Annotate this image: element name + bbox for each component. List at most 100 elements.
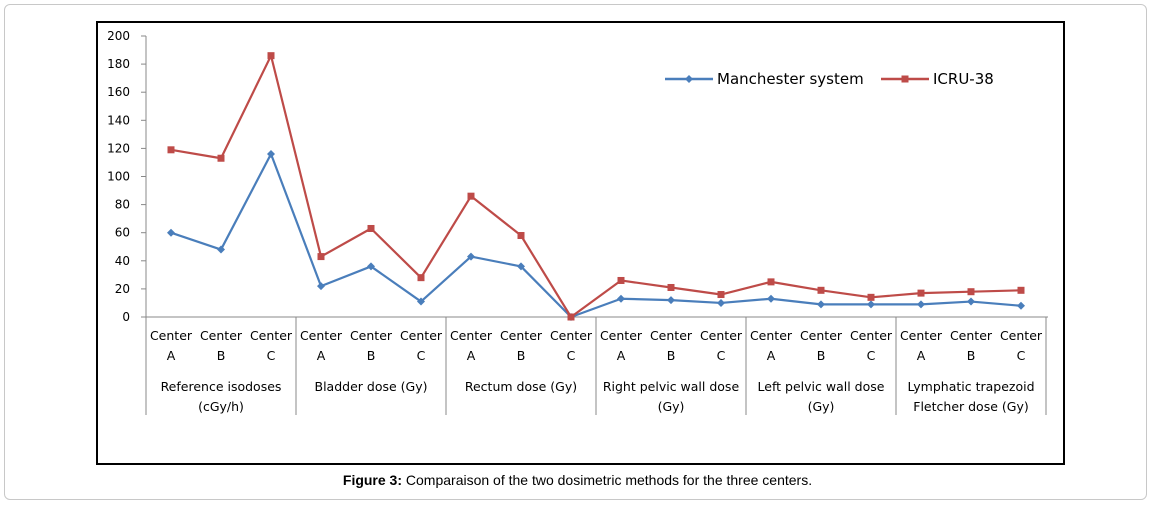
figure-frame (4, 4, 1147, 500)
series-line (170, 152, 1022, 319)
data-point (717, 298, 725, 307)
data-point (567, 313, 575, 321)
x-group-label: Lymphatic trapezoid (907, 379, 1034, 394)
x-group-label: (cGy/h) (198, 399, 244, 414)
x-category-label: C (717, 348, 726, 363)
caption-label: Figure 3: (342, 472, 403, 488)
x-category-label: B (967, 348, 976, 363)
data-point (1017, 301, 1025, 310)
y-tick-label: 160 (107, 85, 130, 99)
data-point (317, 282, 325, 291)
x-group-label: (Gy) (808, 399, 835, 414)
x-category-label: B (817, 348, 826, 363)
data-point (417, 274, 425, 282)
x-category-label: Center (300, 328, 343, 343)
x-category-label: C (417, 348, 426, 363)
x-category-label: C (567, 348, 576, 363)
x-category-label: A (917, 348, 926, 363)
y-tick-label: 120 (107, 141, 130, 155)
data-point (1017, 286, 1025, 294)
data-point (367, 224, 375, 232)
legend-marker (685, 75, 693, 83)
x-category-label: B (667, 348, 676, 363)
x-category-label: Center (750, 328, 793, 343)
data-point (867, 300, 875, 309)
data-point (467, 192, 475, 200)
x-group-label: Rectum dose (Gy) (465, 379, 577, 394)
data-point (667, 283, 675, 291)
y-tick-label: 100 (107, 170, 130, 184)
legend-marker (901, 75, 909, 83)
x-category-label: A (767, 348, 776, 363)
data-point (967, 288, 975, 296)
x-category-label: B (217, 348, 226, 363)
data-point (517, 232, 525, 240)
x-category-label: B (517, 348, 526, 363)
data-point (217, 245, 225, 254)
data-point (917, 289, 925, 297)
x-category-label: Center (500, 328, 543, 343)
data-point (317, 253, 325, 261)
x-category-label: A (467, 348, 476, 363)
x-category-label: A (617, 348, 626, 363)
x-category-label: Center (700, 328, 743, 343)
y-tick-label: 60 (115, 226, 130, 240)
line-chart: 0 20 40 60 80 100 120 140 160 180 200 Center A Center… (107, 29, 1048, 415)
x-group-label: Fletcher dose (Gy) (913, 399, 1028, 414)
data-point (717, 291, 725, 299)
data-point (217, 154, 225, 162)
data-point (267, 52, 275, 60)
x-category-label: B (367, 348, 376, 363)
legend-label: ICRU-38 (933, 70, 994, 88)
data-point (517, 262, 525, 271)
x-category-label: C (267, 348, 276, 363)
data-point (967, 297, 975, 306)
y-tick-label: 80 (115, 198, 130, 212)
y-tick-label: 180 (107, 57, 130, 71)
figure-caption: Figure 3: Comparaison of the two dosimet… (0, 472, 1155, 488)
x-category-label: Center (800, 328, 843, 343)
x-group-label: Reference isodoses (161, 379, 282, 394)
x-category-label: C (1017, 348, 1026, 363)
data-point (767, 294, 775, 303)
x-category-label: Center (950, 328, 993, 343)
y-tick-label: 140 (107, 113, 130, 127)
x-category-label: C (867, 348, 876, 363)
x-category-label: Center (400, 328, 443, 343)
x-category-label: A (317, 348, 326, 363)
data-point (817, 286, 825, 294)
data-point (167, 228, 175, 237)
data-point (767, 278, 775, 286)
data-point (617, 294, 625, 303)
data-point (167, 146, 175, 154)
x-category-label: A (167, 348, 176, 363)
data-point (667, 296, 675, 305)
x-category-label: Center (600, 328, 643, 343)
data-point (267, 150, 275, 159)
y-tick-label: 200 (107, 29, 130, 43)
x-category-label: Center (150, 328, 193, 343)
legend-label: Manchester system (717, 70, 864, 88)
x-group-label: (Gy) (658, 399, 685, 414)
y-tick-label: 0 (122, 310, 130, 324)
data-point (917, 300, 925, 309)
x-group-label: Right pelvic wall dose (603, 379, 740, 394)
x-category-label: Center (900, 328, 943, 343)
x-category-label: Center (450, 328, 493, 343)
x-category-label: Center (850, 328, 893, 343)
chart-area: 0 20 40 60 80 100 120 140 160 180 200 Center A Center… (96, 21, 1065, 465)
x-category-label: Center (650, 328, 693, 343)
data-point (617, 276, 625, 284)
data-point (867, 293, 875, 301)
caption-text: Comparaison of the two dosimetric method… (402, 472, 813, 488)
y-tick-label: 20 (115, 282, 130, 296)
x-group-label: Bladder dose (Gy) (315, 379, 428, 394)
series-line (170, 54, 1022, 319)
y-tick-label: 40 (115, 254, 130, 268)
x-category-label: Center (550, 328, 593, 343)
x-category-label: Center (350, 328, 393, 343)
data-point (817, 300, 825, 309)
data-point (367, 262, 375, 271)
data-point (417, 297, 425, 306)
x-category-label: Center (1000, 328, 1043, 343)
